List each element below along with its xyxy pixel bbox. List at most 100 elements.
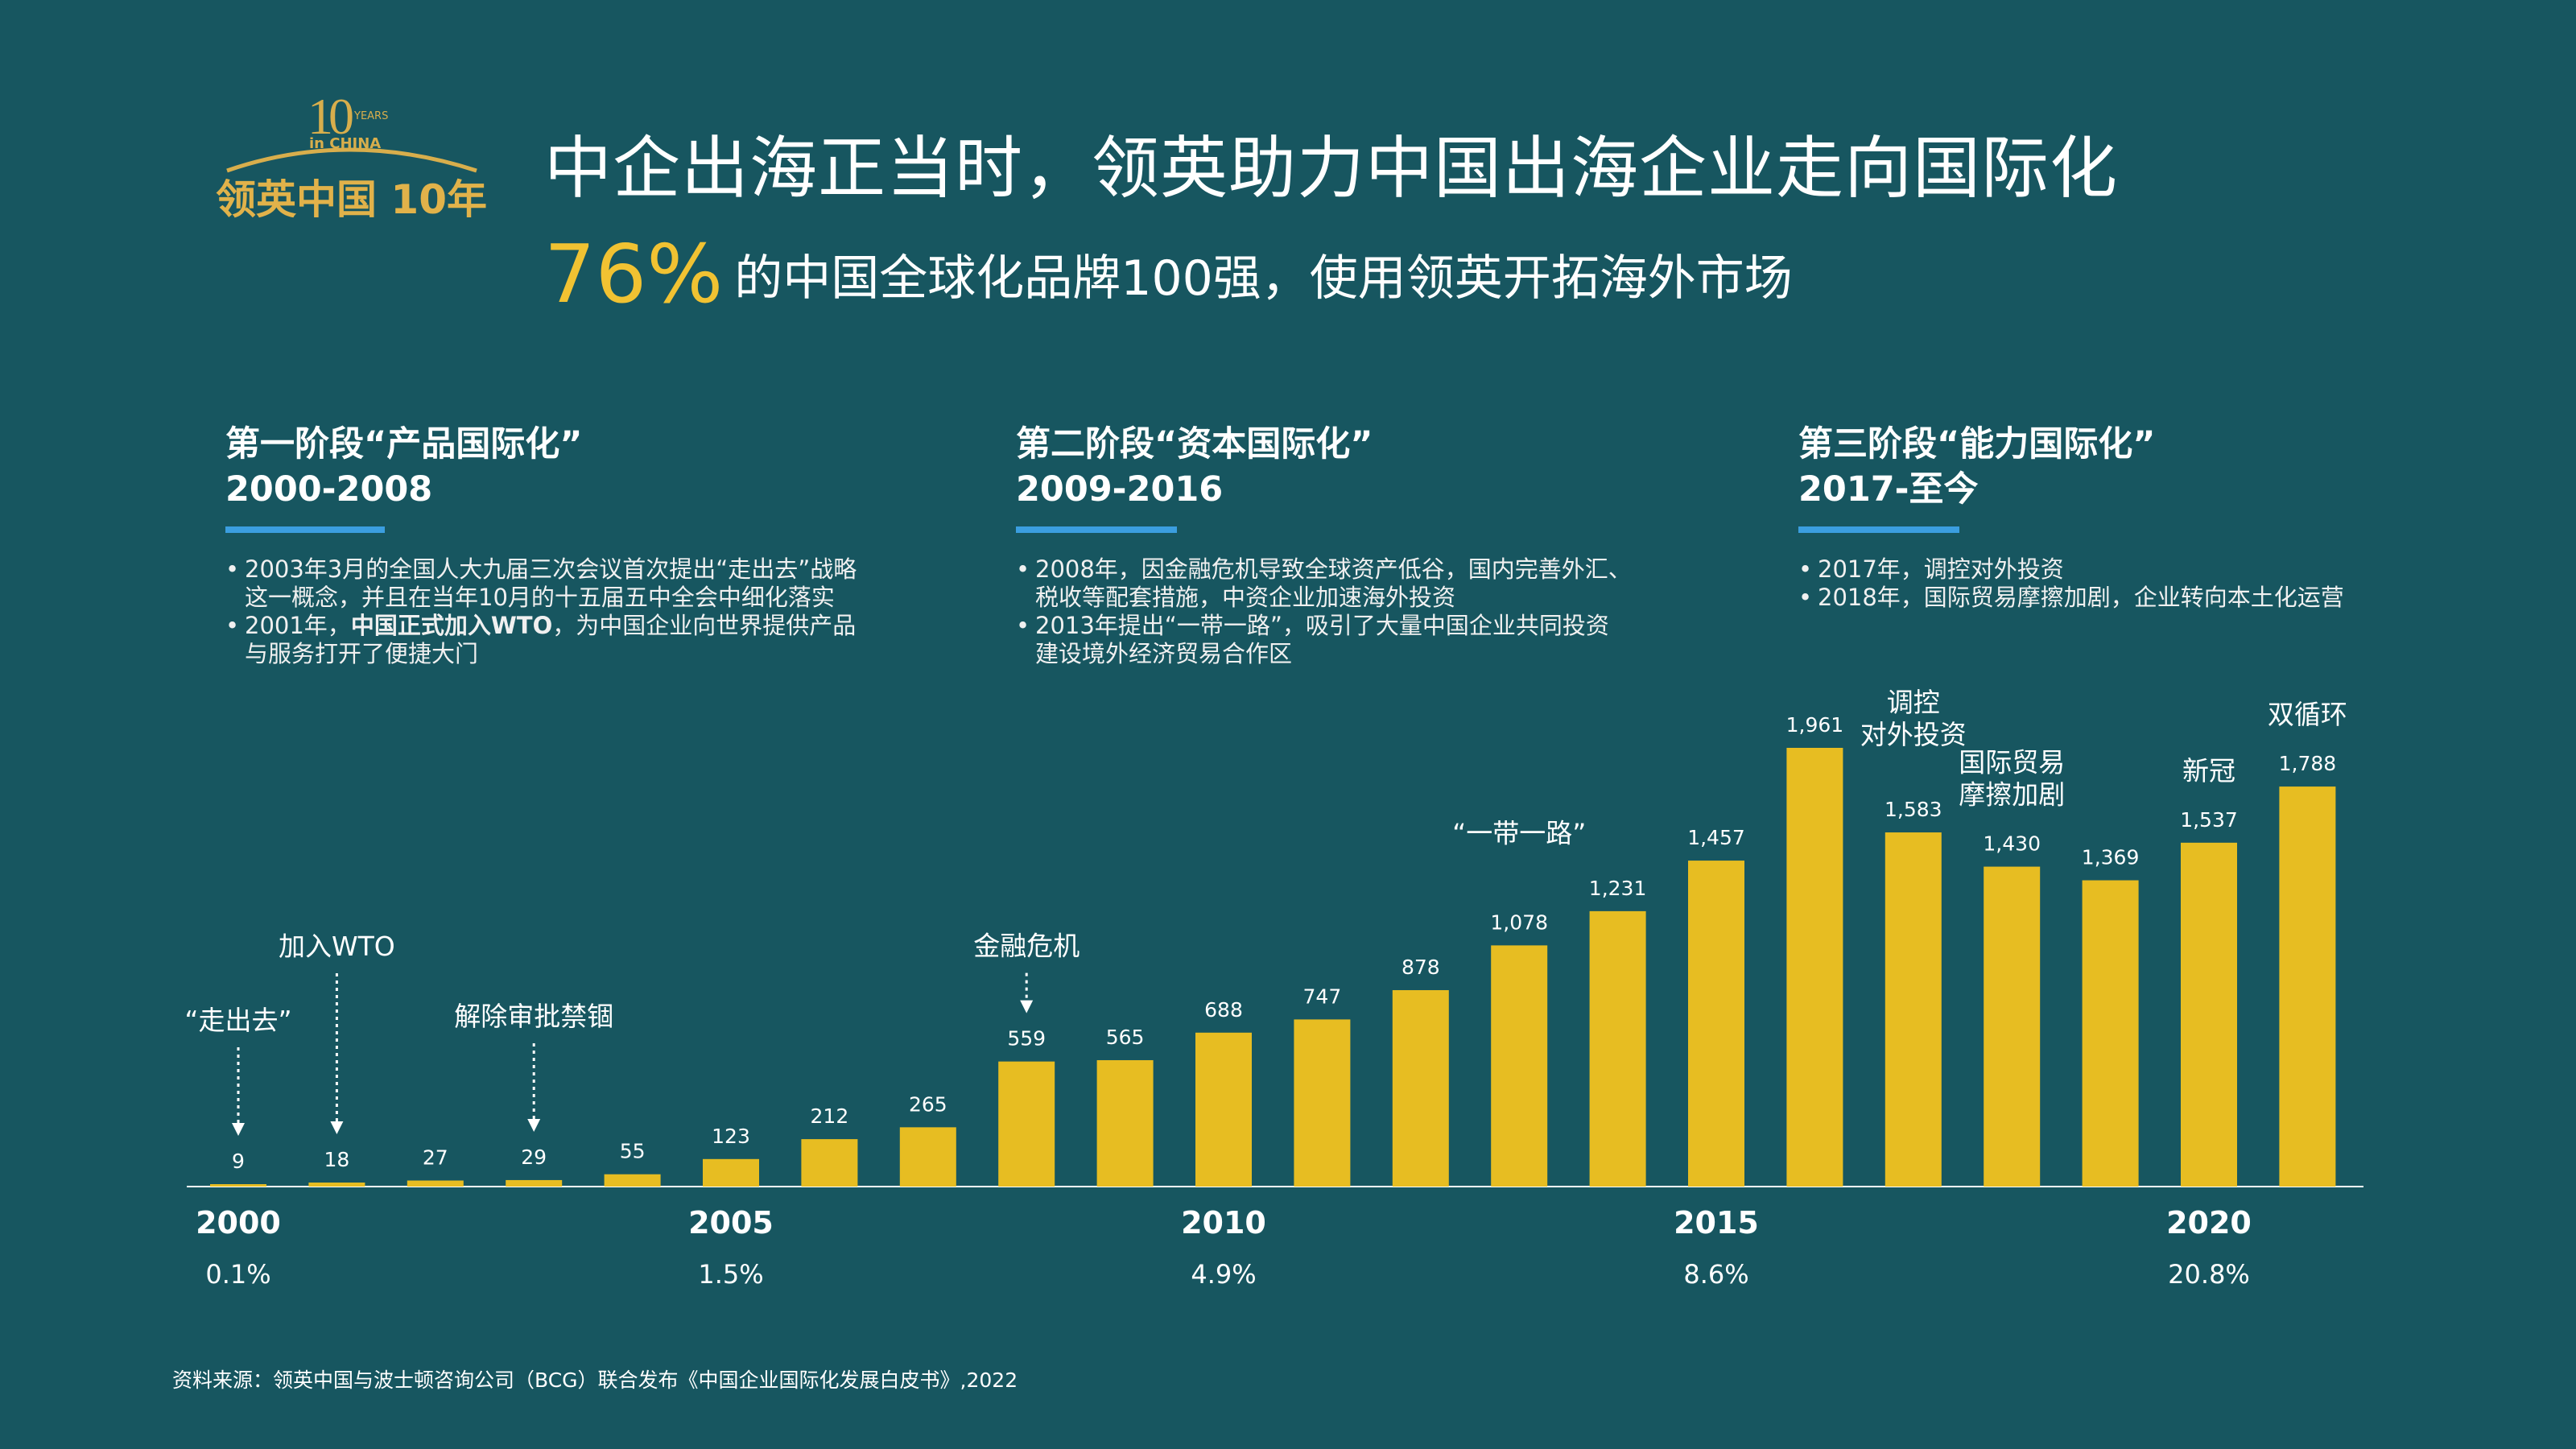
bar-2020 [2181,842,2237,1187]
bar-2021 [2279,786,2336,1187]
x-share-2005: 1.5% [698,1259,763,1290]
subtitle-percent: 76% [544,227,724,321]
annotation-arrowhead-2 [527,1118,541,1132]
annotation-7-line-0: 新冠 [2182,755,2235,786]
phase-2-bullet-2: 2013年提出“一带一路”，吸引了大量中国企业共同投资 建设境外经济贸易合作区 [1016,612,1632,668]
bar-2000 [210,1184,266,1187]
phase-1-bullet-2: 2001年，中国正式加入WTO，为中国企业向世界提供产品 与服务打开了便捷大门 [225,612,857,668]
phase-1-years: 2000-2008 [225,469,433,510]
bar-value-label-2010: 688 [1204,998,1243,1022]
annotation-4-line-0: “一带一路” [1452,817,1586,848]
phase-2-title: 第二阶段“资本国际化” [1016,424,1373,464]
logo-years: YEARS [354,110,389,122]
annotation-arrowhead-1 [330,1121,344,1134]
x-tick-2015: 2015 [1674,1205,1759,1241]
phase-1: 第一阶段“产品国际化” 2000-2008 2003年3月的全国人大九届三次会议… [225,422,857,668]
bar-value-label-2015: 1,457 [1687,826,1745,849]
x-tick-2020: 2020 [2166,1205,2252,1241]
x-tick-2000: 2000 [196,1205,281,1241]
phase-3-years: 2017-至今 [1798,469,1979,510]
bar-2015 [1688,861,1744,1187]
x-share-2015: 8.6% [1683,1259,1748,1290]
annotation-1-line-0: 加入WTO [279,931,395,962]
bar-value-label-2017: 1,583 [1885,798,1942,821]
bar-value-label-2007: 265 [909,1092,947,1116]
annotation-6-line-0: 国际贸易 [1959,747,2065,778]
subtitle-text: 的中国全球化品牌100强，使用领英开拓海外市场 [734,250,1793,307]
source-footnote: 资料来源：领英中国与波士顿咨询公司（BCG）联合发布《中国企业国际化发展白皮书》… [172,1368,1018,1392]
logo-text: 领英中国 10年 [216,176,487,223]
bar-2001 [308,1182,365,1187]
bar-value-label-2014: 1,231 [1589,877,1647,900]
bar-value-label-2016: 1,961 [1786,713,1844,737]
bar-value-label-2004: 55 [620,1140,646,1163]
bar-2018 [1984,866,2041,1187]
bar-value-label-2002: 27 [423,1146,448,1169]
phase-2-years: 2009-2016 [1016,469,1224,510]
bar-2007 [899,1127,956,1187]
bar-value-label-2000: 9 [232,1150,245,1173]
bar-value-label-2019: 1,369 [2082,846,2140,869]
page-title: 中企出海正当时，领英助力中国出海企业走向国际化 [544,129,2119,208]
phase-3-title: 第三阶段“能力国际化” [1798,424,2156,464]
bar-value-label-2001: 18 [324,1148,349,1171]
bar-value-label-2008: 559 [1007,1027,1046,1051]
bar-2006 [801,1139,858,1187]
bar-value-label-2013: 1,078 [1490,910,1548,934]
annotation-0-line-0: “走出去” [184,1005,291,1036]
wto-emphasis: 中国正式加入WTO [350,612,553,639]
x-tick-2005: 2005 [688,1205,774,1241]
bar-2014 [1589,910,1646,1187]
bar-chart: 9 18 27 29 55 123 212 265 559 565 688 747 878 1,078 1,… [184,687,2363,1290]
bar-2017 [1885,832,1942,1187]
bar-2009 [1096,1059,1154,1187]
annotation-5-line-0: 调控 [1887,687,1940,718]
phase-3-bullet-1: 2017年，调控对外投资 [1798,555,2344,584]
bar-value-label-2011: 747 [1303,985,1342,1008]
bar-2012 [1392,989,1449,1187]
bar-2004 [604,1174,661,1187]
bar-2019 [2082,880,2139,1187]
annotation-2-line-0: 解除审批禁锢 [454,1001,613,1032]
bar-value-label-2003: 29 [521,1146,547,1169]
x-share-2010: 4.9% [1191,1259,1256,1290]
annotation-5-line-1: 对外投资 [1860,719,1967,750]
phase-2-bullet-1: 2008年，因金融危机导致全球资产低谷，国内完善外汇、 税收等配套措施，中资企业… [1016,555,1632,612]
bar-value-label-2005: 123 [712,1125,750,1148]
phase-3-bullet-2: 2018年，国际贸易摩擦加剧，企业转向本土化运营 [1798,584,2344,612]
logo: 10 YEARS in CHINA 领英中国 10年 [211,80,487,225]
logo-number: 10 [308,88,354,145]
bar-2011 [1294,1019,1351,1187]
bar-2003 [506,1179,563,1187]
phase-1-bullet-1: 2003年3月的全国人大九届三次会议首次提出“走出去”战略 这一概念，并且在当年… [225,555,857,612]
logo-arc-icon [226,147,477,173]
phase-1-underline [225,526,385,533]
phase-2: 第二阶段“资本国际化” 2009-2016 2008年，因金融危机导致全球资产低… [1016,422,1632,668]
x-tick-2010: 2010 [1181,1205,1266,1241]
annotation-3-line-0: 金融危机 [973,931,1080,962]
phase-3: 第三阶段“能力国际化” 2017-至今 2017年，调控对外投资 2018年，国… [1798,422,2344,612]
phase-3-bullets: 2017年，调控对外投资 2018年，国际贸易摩擦加剧，企业转向本土化运营 [1798,555,2344,612]
bar-2013 [1491,945,1548,1187]
phase-1-bullets: 2003年3月的全国人大九届三次会议首次提出“走出去”战略 这一概念，并且在当年… [225,555,857,668]
phase-1-title: 第一阶段“产品国际化” [225,424,583,464]
bar-2010 [1195,1032,1252,1187]
x-share-2020: 20.8% [2168,1259,2250,1290]
bar-value-label-2006: 212 [811,1104,849,1128]
annotation-6-line-1: 摩擦加剧 [1959,779,2065,811]
phase-2-bullets: 2008年，因金融危机导致全球资产低谷，国内完善外汇、 税收等配套措施，中资企业… [1016,555,1632,668]
bar-2005 [703,1158,759,1187]
bar-value-label-2009: 565 [1106,1026,1145,1049]
bar-value-label-2012: 878 [1402,956,1440,979]
phase-2-underline [1016,526,1177,533]
bar-value-label-2021: 1,788 [2279,752,2337,775]
annotation-arrowhead-0 [232,1123,245,1136]
logo-china: in CHINA [309,135,382,152]
annotation-8-line-0: 双循环 [2268,699,2347,730]
bar-value-label-2018: 1,430 [1983,832,2041,856]
bar-2008 [998,1061,1055,1187]
phase-3-underline [1798,526,1959,533]
annotation-arrowhead-3 [1020,1000,1034,1013]
bar-2016 [1786,748,1843,1187]
bar-value-label-2020: 1,537 [2180,808,2238,832]
